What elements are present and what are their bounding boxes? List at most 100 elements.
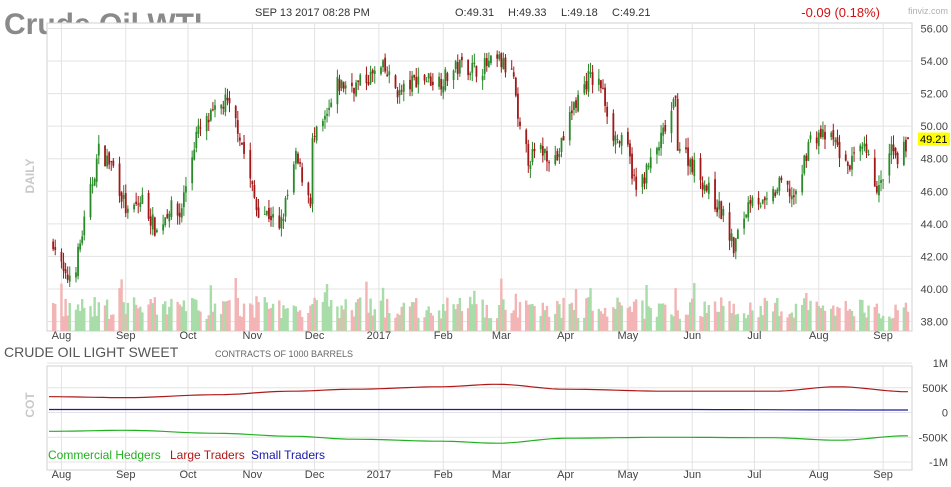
candle-body: [147, 192, 150, 219]
candle-body: [64, 269, 67, 274]
candle-body: [618, 141, 621, 144]
candle-body: [890, 144, 893, 156]
volume-bar: [597, 308, 601, 331]
volume-bar: [242, 303, 246, 331]
volume-bar: [228, 300, 231, 331]
volume-bar: [271, 303, 275, 331]
volume-bar: [771, 311, 775, 331]
candle-body: [429, 76, 432, 86]
price-tick-label: 48.00: [920, 154, 948, 166]
candle-body: [297, 153, 299, 164]
candle-body: [170, 200, 173, 217]
volume-bar: [417, 317, 420, 331]
candle-body: [616, 138, 619, 140]
volume-bar: [238, 315, 242, 331]
candle-body: [865, 143, 868, 153]
candle-body: [701, 182, 704, 190]
volume-bar: [699, 316, 702, 331]
candle-body: [442, 86, 445, 93]
volume-bar: [313, 297, 316, 331]
legend-commercial-hedgers: Commercial Hedgers: [48, 448, 161, 462]
volume-bar: [60, 283, 63, 331]
volume-bar: [54, 303, 57, 331]
candle-body: [168, 213, 171, 222]
candle-body: [633, 174, 636, 176]
volume-bar: [222, 301, 225, 331]
volume-bar: [367, 312, 370, 331]
candle-body: [905, 139, 907, 152]
candle-body: [301, 167, 304, 183]
candle-body: [892, 144, 895, 152]
candle-body: [222, 106, 225, 109]
candle-body: [514, 77, 517, 96]
volume-bar: [500, 278, 503, 331]
volume-bar: [684, 314, 688, 331]
candle-body: [728, 212, 731, 241]
volume-bar: [166, 314, 169, 331]
candle-body: [575, 100, 577, 108]
volume-bar: [881, 315, 885, 331]
candle-body: [444, 69, 447, 90]
candle-body: [720, 201, 723, 220]
volume-bar: [846, 310, 850, 331]
volume-bar: [655, 316, 659, 331]
candle-body: [89, 184, 92, 218]
candle-body: [481, 75, 484, 81]
volume-bar: [728, 301, 731, 331]
volume-bar: [512, 310, 515, 331]
volume-bar: [807, 310, 810, 331]
volume-bar: [803, 298, 806, 331]
candle-body: [265, 210, 268, 215]
candle-body: [440, 78, 443, 90]
candle-body: [108, 152, 111, 165]
candle-body: [743, 218, 745, 229]
volume-bar: [568, 303, 571, 331]
last-price-value: 49.21: [920, 134, 948, 146]
candle-body: [734, 238, 737, 252]
brand-logo[interactable]: finviz.com: [908, 6, 948, 16]
volume-bar: [848, 309, 852, 331]
volume-bar: [95, 315, 98, 331]
change-label: -0.09 (0.18%): [801, 5, 880, 20]
cot-month-label: Oct: [179, 469, 196, 481]
candle-body: [490, 55, 492, 64]
volume-bar: [199, 311, 202, 331]
candle-body: [60, 252, 63, 262]
volume-bar: [763, 297, 767, 331]
candle-body: [311, 137, 314, 204]
candle-body: [546, 150, 548, 162]
price-axis: 56.00 54.00 52.00 50.00 48.00 46.00 44.00 42.00…: [920, 24, 948, 329]
candle-body: [309, 197, 312, 207]
candle-body: [195, 131, 198, 149]
candle-body: [907, 137, 909, 140]
volume-bar: [481, 299, 484, 331]
candle-body: [315, 126, 318, 141]
volume-bar: [236, 297, 240, 331]
candle-body: [780, 177, 783, 181]
volume-bar: [122, 302, 125, 331]
candle-body: [126, 208, 129, 213]
volume-bar: [713, 301, 717, 331]
volume-bar: [439, 318, 443, 331]
candle-body: [243, 142, 245, 154]
volume-bar: [736, 313, 740, 331]
candle-body: [772, 189, 775, 202]
candle-body: [604, 87, 606, 106]
volume-bar: [875, 303, 879, 331]
volume-bar: [155, 314, 159, 331]
candle-body: [153, 217, 156, 236]
candle-body: [369, 71, 372, 84]
candle-body: [342, 82, 345, 89]
volume-bar: [817, 305, 820, 331]
candle-body: [600, 80, 602, 89]
candle-body: [853, 152, 855, 154]
cot-tick-label: 0: [942, 408, 948, 420]
candle-body: [527, 144, 530, 166]
daily-axis-label: DAILY: [23, 159, 37, 194]
candle-body: [199, 127, 202, 129]
price-month-label: Apr: [557, 330, 574, 342]
price-month-label: Sep: [873, 330, 893, 342]
candle-body: [875, 186, 878, 193]
price-tick-label: 40.00: [920, 284, 948, 296]
datetime-label: SEP 13 2017 08:28 PM: [255, 7, 370, 19]
